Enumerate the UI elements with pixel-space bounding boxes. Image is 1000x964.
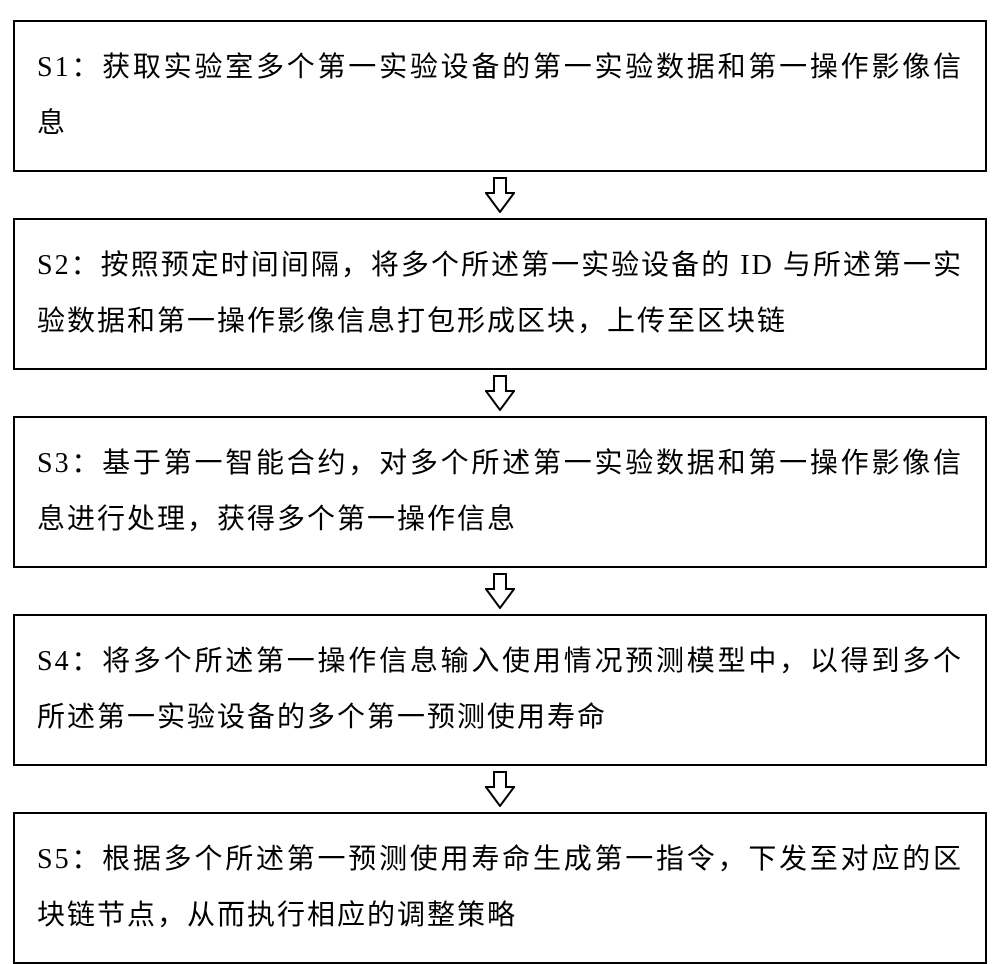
step-text-s1: S1：获取实验室多个第一实验设备的第一实验数据和第一操作影像信息 (37, 40, 963, 152)
step-text-s3: S3：基于第一智能合约，对多个所述第一实验数据和第一操作影像信息进行处理，获得多… (37, 436, 963, 548)
step-content-s3: 基于第一智能合约，对多个所述第一实验数据和第一操作影像信息进行处理，获得多个第一… (37, 448, 963, 535)
step-text-s4: S4：将多个所述第一操作信息输入使用情况预测模型中，以得到多个所述第一实验设备的… (37, 634, 963, 746)
down-arrow-icon (485, 771, 515, 807)
step-content-s5: 根据多个所述第一预测使用寿命生成第一指令，下发至对应的区块链节点，从而执行相应的… (37, 844, 963, 931)
down-arrow-icon (485, 573, 515, 609)
step-box-s5: S5：根据多个所述第一预测使用寿命生成第一指令，下发至对应的区块链节点，从而执行… (13, 812, 987, 964)
step-label-s3: S3： (37, 448, 102, 479)
step-box-s4: S4：将多个所述第一操作信息输入使用情况预测模型中，以得到多个所述第一实验设备的… (13, 614, 987, 766)
down-arrow-icon (485, 177, 515, 213)
step-box-s3: S3：基于第一智能合约，对多个所述第一实验数据和第一操作影像信息进行处理，获得多… (13, 416, 987, 568)
step-text-s2: S2：按照预定时间间隔，将多个所述第一实验设备的 ID 与所述第一实验数据和第一… (37, 238, 963, 350)
step-box-s1: S1：获取实验室多个第一实验设备的第一实验数据和第一操作影像信息 (13, 20, 987, 172)
step-text-s5: S5：根据多个所述第一预测使用寿命生成第一指令，下发至对应的区块链节点，从而执行… (37, 832, 963, 944)
arrow-3 (485, 573, 515, 609)
step-label-s1: S1： (37, 52, 102, 83)
step-content-s4: 将多个所述第一操作信息输入使用情况预测模型中，以得到多个所述第一实验设备的多个第… (37, 646, 963, 733)
step-label-s2: S2： (37, 250, 101, 281)
down-arrow-icon (485, 375, 515, 411)
arrow-4 (485, 771, 515, 807)
arrow-2 (485, 375, 515, 411)
step-content-s2: 按照预定时间间隔，将多个所述第一实验设备的 ID 与所述第一实验数据和第一操作影… (37, 250, 963, 337)
step-label-s4: S4： (37, 646, 102, 677)
step-label-s5: S5： (37, 844, 102, 875)
step-box-s2: S2：按照预定时间间隔，将多个所述第一实验设备的 ID 与所述第一实验数据和第一… (13, 218, 987, 370)
arrow-1 (485, 177, 515, 213)
flowchart-container: S1：获取实验室多个第一实验设备的第一实验数据和第一操作影像信息 S2：按照预定… (0, 0, 1000, 964)
step-content-s1: 获取实验室多个第一实验设备的第一实验数据和第一操作影像信息 (37, 52, 963, 139)
